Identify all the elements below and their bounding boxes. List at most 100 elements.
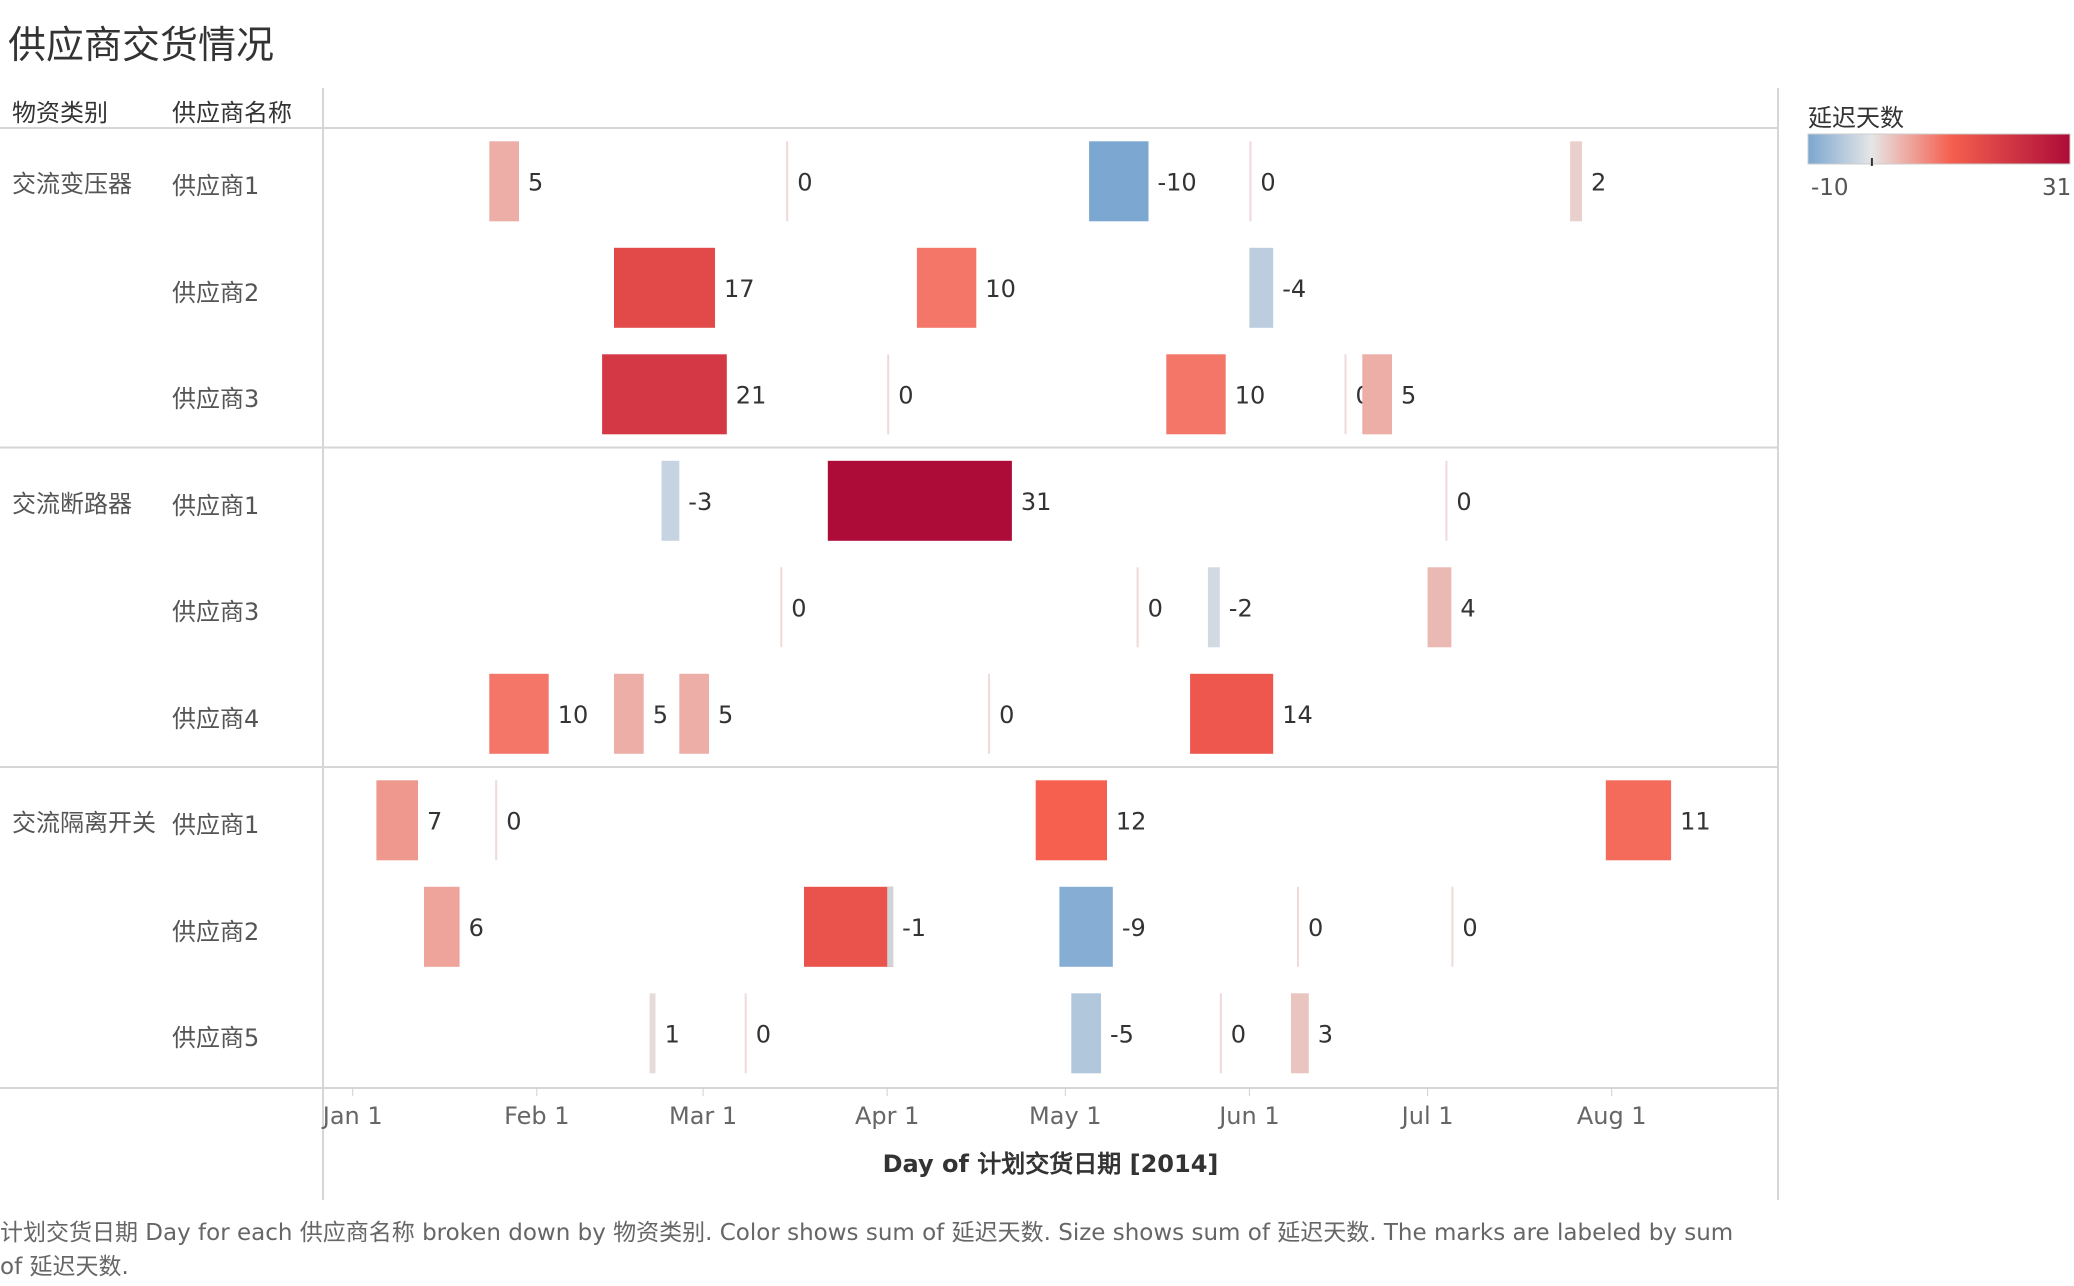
bar-label: 5 — [718, 701, 733, 729]
gantt-bar — [1136, 567, 1139, 648]
x-tick-label: Aug 1 — [1577, 1102, 1647, 1130]
gantt-bar — [1089, 141, 1149, 222]
legend-title: 延迟天数 — [1808, 104, 1904, 132]
bar-label: 0 — [999, 701, 1014, 729]
gantt-bar — [1059, 886, 1113, 967]
gantt-bar — [1035, 780, 1107, 861]
gantt-bar — [1445, 460, 1448, 541]
supplier-label: 供应商2 — [172, 917, 260, 946]
bar-label: 0 — [1308, 914, 1323, 942]
gantt-bar — [489, 141, 519, 222]
chart-title: 供应商交货情况 — [8, 23, 275, 67]
x-tick-label: Feb 1 — [504, 1102, 569, 1130]
gantt-bar — [1249, 141, 1252, 222]
gantt-bar — [602, 354, 727, 435]
gantt-bar — [1249, 247, 1274, 328]
supplier-label: 供应商1 — [172, 811, 260, 840]
supplier-label: 供应商1 — [172, 491, 260, 520]
bar-label: 5 — [528, 168, 543, 196]
x-tick-label: Mar 1 — [669, 1102, 737, 1130]
bar-label: 31 — [1021, 488, 1052, 516]
bar-label: 2 — [1591, 168, 1606, 196]
gantt-bar — [744, 993, 747, 1074]
supplier-label: 供应商2 — [172, 278, 260, 307]
gantt-bar — [1190, 673, 1274, 754]
bar-label: 0 — [1260, 168, 1275, 196]
supplier-label: 供应商1 — [172, 172, 260, 201]
bar-label: 11 — [1680, 807, 1711, 835]
column-header-category: 物资类别 — [12, 99, 108, 127]
bar-label: 5 — [653, 701, 668, 729]
bar-label: 10 — [985, 275, 1016, 303]
gantt-bar — [1207, 567, 1220, 648]
supplier-label: 供应商3 — [172, 598, 260, 627]
bar-label: 0 — [1456, 488, 1471, 516]
gantt-bar — [1570, 141, 1582, 222]
gantt-bar — [424, 886, 460, 967]
category-label: 交流变压器 — [12, 170, 132, 198]
bar-label: 4 — [1460, 594, 1475, 622]
gantt-bar — [1427, 567, 1452, 648]
gantt-bar — [1451, 886, 1454, 967]
gantt-bar — [887, 886, 894, 967]
bar-label: 0 — [756, 1020, 771, 1048]
bar-label: 5 — [1401, 381, 1416, 409]
gantt-bar — [489, 673, 549, 754]
bar-label: 0 — [1231, 1020, 1246, 1048]
category-label: 交流隔离开关 — [12, 809, 156, 837]
bar-label: 0 — [797, 168, 812, 196]
bar-label: 0 — [1462, 914, 1477, 942]
bar-label: -3 — [688, 488, 712, 516]
gantt-bar — [887, 354, 890, 435]
bar-label: 12 — [1116, 807, 1147, 835]
gantt-bar — [661, 460, 680, 541]
bar-label: 0 — [506, 807, 521, 835]
legend-min-label: -10 — [1811, 175, 1849, 201]
gantt-bar — [786, 141, 789, 222]
bar-label: -5 — [1110, 1020, 1134, 1048]
gantt-bar — [1297, 886, 1299, 967]
bar-label: -4 — [1282, 275, 1306, 303]
x-tick-label: Apr 1 — [855, 1102, 919, 1130]
chart-caption: 计划交货日期 Day for each 供应商名称 broken down by… — [0, 1220, 1734, 1280]
bar-label: -10 — [1158, 168, 1197, 196]
x-tick-label: May 1 — [1029, 1102, 1102, 1130]
x-tick-label: Jun 1 — [1217, 1102, 1279, 1130]
gantt-bar — [1219, 993, 1222, 1074]
gantt-bar — [780, 567, 783, 648]
bar-label: 17 — [724, 275, 755, 303]
bar-label: 10 — [558, 701, 589, 729]
bar-label: 0 — [1148, 594, 1163, 622]
bar-label: 6 — [469, 914, 484, 942]
gantt-bar — [376, 780, 418, 861]
supplier-label: 供应商4 — [172, 704, 260, 733]
gantt-bar — [804, 886, 894, 967]
gantt-bar — [916, 247, 977, 328]
supplier-label: 供应商3 — [172, 385, 260, 414]
gantt-bar — [1344, 354, 1347, 435]
bar-label: 14 — [1282, 701, 1313, 729]
gantt-bar — [679, 673, 709, 754]
category-label: 交流断路器 — [12, 489, 132, 518]
gantt-bar — [1291, 993, 1309, 1074]
bar-label: 10 — [1235, 381, 1266, 409]
gantt-bar — [827, 460, 1012, 541]
gantt-bar — [1362, 354, 1392, 435]
legend-max-label: 31 — [2042, 175, 2072, 201]
x-axis-title: Day of 计划交货日期 [2014] — [883, 1150, 1219, 1178]
x-tick-label: Jan 1 — [321, 1102, 383, 1130]
bar-label: 0 — [898, 381, 913, 409]
bar-label: -1 — [902, 914, 926, 942]
bar-label: -2 — [1229, 594, 1253, 622]
gantt-bar — [649, 993, 656, 1074]
bar-label: -9 — [1122, 914, 1146, 942]
column-header-supplier: 供应商名称 — [172, 99, 292, 127]
bar-label: 1 — [665, 1020, 680, 1048]
gantt-bar — [495, 780, 498, 861]
bar-label: 3 — [1318, 1020, 1333, 1048]
gantt-bar — [614, 673, 644, 754]
gantt-bar — [1071, 993, 1101, 1074]
gantt-bar — [1166, 354, 1226, 435]
bar-label: 7 — [427, 807, 442, 835]
